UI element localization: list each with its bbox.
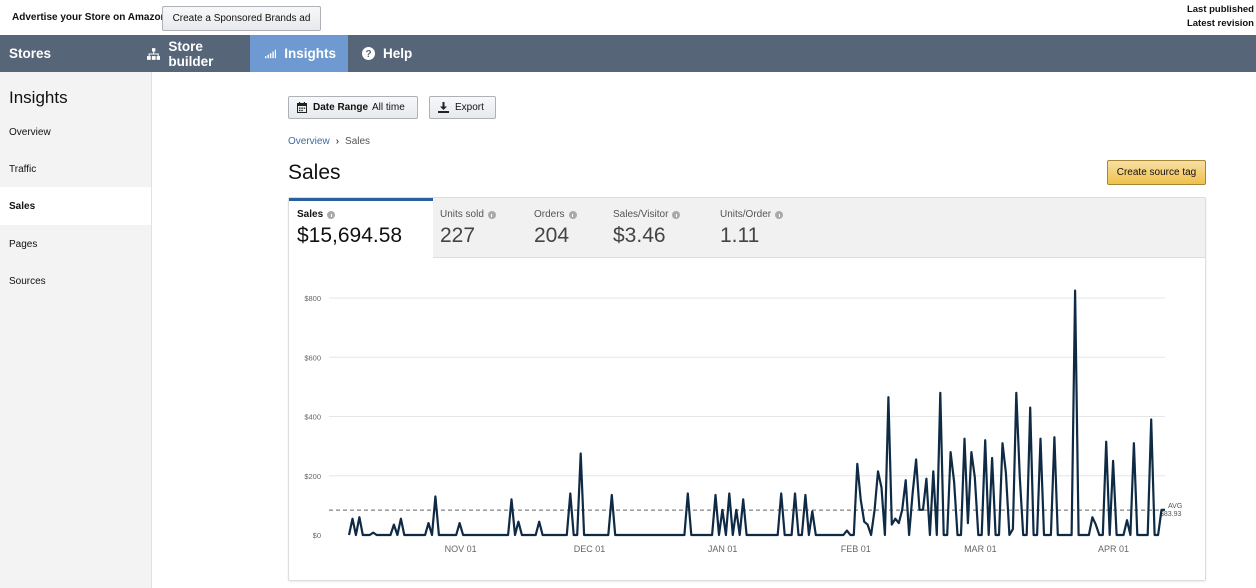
info-icon — [568, 210, 577, 219]
x-tick-label: APR 01 — [1098, 544, 1129, 554]
metric-label-text: Sales — [297, 209, 324, 220]
create-sponsored-brands-button[interactable]: Create a Sponsored Brands ad — [162, 6, 321, 31]
sales-line-chart: $0 $200 $400 $600 $800 NOV 01 DEC 01 JAN 01 FEB… — [304, 289, 1182, 554]
date-range-label: Date Range — [313, 102, 369, 113]
x-axis-ticks: NOV 01 DEC 01 JAN 01 FEB 01 MAR 01 APR 01 — [445, 544, 1129, 554]
question-circle-icon: ? — [362, 47, 375, 60]
advertise-label: Advertise your Store on Amazon — [12, 12, 167, 23]
svg-text:?: ? — [365, 49, 371, 60]
sidebar: Insights Overview Traffic Sales Pages So… — [0, 72, 152, 588]
metric-label-sales-per-visitor: Sales/Visitor — [613, 209, 708, 220]
nav-stores[interactable]: Stores — [0, 35, 135, 72]
x-tick-label: MAR 01 — [964, 544, 997, 554]
breadcrumb-current: Sales — [345, 136, 371, 147]
date-range-value: All time — [372, 102, 405, 113]
nav-help-label: Help — [383, 46, 413, 61]
latest-revision-link[interactable]: Latest revision — [1186, 18, 1254, 29]
top-bar: Advertise your Store on Amazon Create a … — [0, 0, 1256, 35]
metric-tab-sales-per-visitor[interactable]: Sales/Visitor $3.46 — [613, 198, 708, 258]
metric-value-sales: $15,694.58 — [297, 224, 403, 247]
metric-tab-sales[interactable]: Sales $15,694.58 — [289, 198, 433, 259]
y-tick-label: $600 — [304, 353, 321, 362]
breadcrumb: Overview › Sales — [288, 136, 370, 147]
y-tick-label: $200 — [304, 472, 321, 481]
y-tick-label: $400 — [304, 413, 321, 422]
x-tick-label: DEC 01 — [574, 544, 606, 554]
date-range-button[interactable]: Date Range All time — [288, 96, 418, 119]
avg-value-label: $83.93 — [1160, 511, 1182, 518]
nav-insights-label: Insights — [284, 46, 336, 61]
info-icon — [672, 210, 681, 219]
metric-value-sales-per-visitor: $3.46 — [613, 224, 666, 247]
sidebar-item-sales[interactable]: Sales — [0, 187, 151, 225]
sitemap-icon — [147, 47, 161, 60]
metric-tab-units-per-order[interactable]: Units/Order 1.11 — [720, 198, 810, 258]
nav-insights[interactable]: Insights — [250, 35, 348, 72]
sidebar-item-overview[interactable]: Overview — [9, 126, 51, 138]
nav-store-builder[interactable]: Store builder — [135, 35, 250, 72]
publish-status: Last published Latest revision — [1187, 3, 1254, 31]
nav-help[interactable]: ? Help — [348, 35, 438, 72]
x-tick-label: FEB 01 — [841, 544, 871, 554]
metric-label-text: Units/Order — [720, 209, 772, 220]
metric-tab-orders[interactable]: Orders 204 — [534, 198, 604, 258]
last-published-link[interactable]: Last published — [1186, 4, 1254, 15]
metric-label-sales: Sales — [297, 209, 433, 220]
sales-series-line — [347, 289, 1165, 537]
metric-value-units-per-order: 1.11 — [720, 224, 760, 247]
info-icon — [327, 210, 336, 219]
sidebar-title: Insights — [9, 88, 68, 107]
export-button[interactable]: Export — [429, 96, 496, 119]
sidebar-item-pages[interactable]: Pages — [9, 238, 38, 250]
chart-gridlines — [329, 297, 1165, 477]
main-nav: Stores Store builder Insights ? Help — [0, 35, 1256, 72]
calendar-icon — [297, 102, 307, 113]
breadcrumb-separator: › — [335, 136, 340, 147]
metric-tab-units-sold[interactable]: Units sold 227 — [440, 198, 525, 258]
export-label: Export — [455, 102, 484, 113]
nav-store-builder-label: Store builder — [168, 38, 214, 69]
x-tick-label: JAN 01 — [708, 544, 738, 554]
sidebar-item-traffic[interactable]: Traffic — [9, 163, 37, 175]
sidebar-item-sources[interactable]: Sources — [9, 275, 46, 287]
info-icon — [775, 210, 784, 219]
nav-stores-label: Stores — [9, 46, 52, 61]
metric-value-units-sold: 227 — [440, 224, 476, 247]
y-tick-label: $0 — [313, 531, 321, 540]
breadcrumb-overview-link[interactable]: Overview — [288, 136, 330, 147]
y-axis-ticks: $0 $200 $400 $600 $800 — [304, 294, 321, 540]
page-title: Sales — [288, 161, 341, 184]
metrics-card: Sales $15,694.58 Units sold 227 Orders 2… — [288, 197, 1206, 581]
metric-label-units-sold: Units sold — [440, 209, 525, 220]
metric-label-text: Orders — [534, 209, 565, 220]
avg-label: AVG — [1168, 503, 1182, 510]
create-source-tag-button[interactable]: Create source tag — [1107, 160, 1206, 185]
bar-chart-icon — [265, 49, 277, 58]
metric-tabs: Sales $15,694.58 Units sold 227 Orders 2… — [289, 198, 1205, 259]
metric-label-text: Units sold — [440, 209, 484, 220]
download-icon — [438, 102, 449, 113]
info-icon — [487, 210, 496, 219]
x-tick-label: NOV 01 — [445, 544, 477, 554]
y-tick-label: $800 — [304, 294, 321, 303]
metric-label-orders: Orders — [534, 209, 604, 220]
metric-label-text: Sales/Visitor — [613, 209, 669, 220]
metric-value-orders: 204 — [534, 224, 570, 247]
metric-label-units-per-order: Units/Order — [720, 209, 810, 220]
